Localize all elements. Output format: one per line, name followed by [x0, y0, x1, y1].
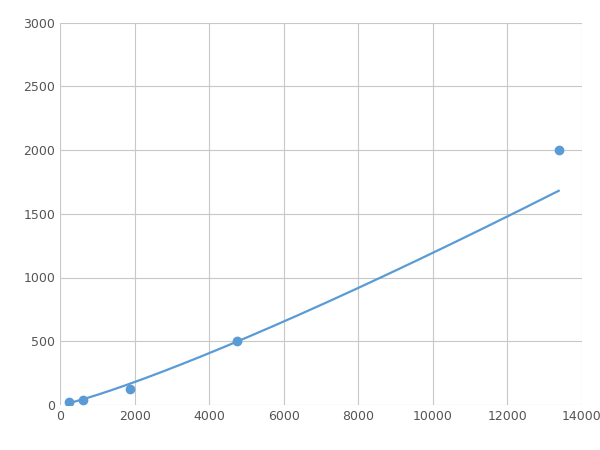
Point: [65, 399, 74, 406]
Point: [79, 396, 88, 404]
Point: [125, 386, 135, 393]
Point: [232, 338, 242, 345]
Point: [554, 146, 563, 153]
